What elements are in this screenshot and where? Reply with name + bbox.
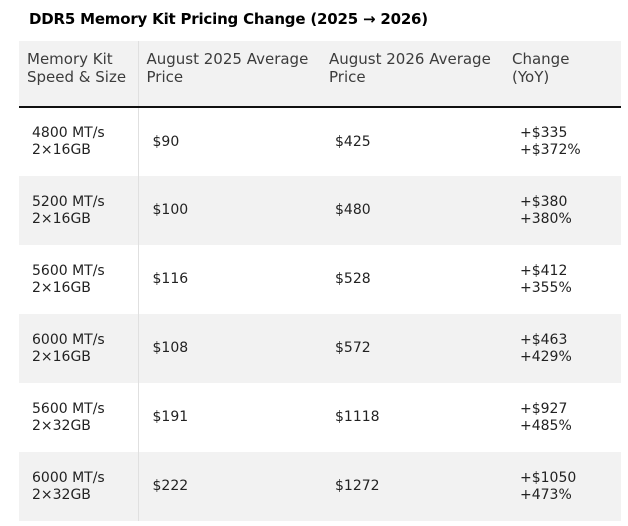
page-title: DDR5 Memory Kit Pricing Change (2025 → 2… xyxy=(29,10,428,28)
column-header-change: Change (YoY) xyxy=(504,41,621,108)
column-header-aug-2026-price: August 2026 Average Price xyxy=(321,41,504,108)
kit-size: 2×16GB xyxy=(32,210,91,227)
change-amount: +$380 xyxy=(520,193,568,210)
price-2026-cell: $425 xyxy=(335,133,371,150)
price-2025-cell: $116 xyxy=(152,271,189,287)
price-2025-cell: $191 xyxy=(152,409,189,425)
header-line: Speed & Size xyxy=(27,68,127,86)
kit-speed: 5600 MT/s xyxy=(32,262,105,279)
kit-cell: 5600 MT/s 2×32GB xyxy=(19,383,139,452)
change-percent: +$372% xyxy=(520,142,581,158)
price-2025-cell: $100 xyxy=(138,176,321,245)
kit-speed: 5600 MT/s xyxy=(32,400,105,417)
price-2026-cell: $528 xyxy=(335,271,371,287)
kit-speed: 6000 MT/s xyxy=(32,331,105,348)
change-amount: +$927 xyxy=(520,400,568,417)
price-2026-cell: $572 xyxy=(321,314,504,383)
price-2026-cell: $480 xyxy=(321,176,504,245)
change-percent: +473% xyxy=(520,486,572,503)
header-line: Price xyxy=(329,68,366,86)
price-2025-cell: $108 xyxy=(138,314,321,383)
kit-cell: 5200 MT/s 2×16GB xyxy=(19,176,139,245)
change-amount: +$412 xyxy=(520,262,568,279)
change-cell: +$927 +485% xyxy=(504,383,621,452)
table-row: 5600 MT/s 2×16GB $116 $528 +$412 +355% xyxy=(19,245,621,314)
price-2026-cell: $1118 xyxy=(335,409,380,425)
pricing-table: Memory Kit Speed & Size August 2025 Aver… xyxy=(19,41,621,521)
header-line: Memory Kit xyxy=(27,50,113,68)
header-line: Price xyxy=(146,68,184,86)
kit-size: 2×16GB xyxy=(32,279,91,296)
header-line: (YoY) xyxy=(512,68,550,86)
change-amount: +$335 xyxy=(520,125,568,141)
kit-cell: 6000 MT/s 2×16GB xyxy=(19,314,139,383)
kit-speed: 4800 MT/s xyxy=(32,125,105,141)
change-percent: +429% xyxy=(520,348,572,365)
kit-speed: 6000 MT/s xyxy=(32,469,105,486)
column-header-aug-2025-price: August 2025 Average Price xyxy=(138,41,321,108)
change-cell: +$412 +355% xyxy=(504,245,621,314)
table-row: 5600 MT/s 2×32GB $191 $1118 +$927 +485% xyxy=(19,383,621,452)
price-2025-cell: $222 xyxy=(138,452,321,521)
kit-cell: 5600 MT/s 2×16GB xyxy=(19,245,139,314)
column-header-memory-kit: Memory Kit Speed & Size xyxy=(19,41,139,108)
table-row: 6000 MT/s 2×32GB $222 $1272 +$1050 +473% xyxy=(19,452,621,521)
header-line: August 2025 Average xyxy=(146,50,309,68)
kit-cell: 4800 MT/s 2×16GB xyxy=(19,107,139,176)
change-cell: +$335 +$372% xyxy=(504,107,621,176)
change-amount: +$1050 xyxy=(520,469,577,486)
kit-size: 2×16GB xyxy=(32,348,91,365)
kit-size: 2×32GB xyxy=(32,486,91,503)
price-2026-cell: $1272 xyxy=(321,452,504,521)
change-percent: +485% xyxy=(520,417,572,434)
table-row: 5200 MT/s 2×16GB $100 $480 +$380 +380% xyxy=(19,176,621,245)
change-cell: +$1050 +473% xyxy=(504,452,621,521)
table-row: 4800 MT/s 2×16GB $90 $425 +$335 +$372% xyxy=(19,107,621,176)
kit-size: 2×32GB xyxy=(32,417,91,434)
change-cell: +$463 +429% xyxy=(504,314,621,383)
header-line: Change xyxy=(512,50,570,68)
change-percent: +355% xyxy=(520,279,572,296)
kit-speed: 5200 MT/s xyxy=(32,193,105,210)
change-amount: +$463 xyxy=(520,331,568,348)
table-header-row: Memory Kit Speed & Size August 2025 Aver… xyxy=(19,41,621,108)
change-percent: +380% xyxy=(520,210,572,227)
table-row: 6000 MT/s 2×16GB $108 $572 +$463 +429% xyxy=(19,314,621,383)
change-cell: +$380 +380% xyxy=(504,176,621,245)
kit-cell: 6000 MT/s 2×32GB xyxy=(19,452,139,521)
price-2025-cell: $90 xyxy=(152,133,180,150)
kit-size: 2×16GB xyxy=(32,142,91,158)
header-line: August 2026 Average xyxy=(329,50,491,68)
